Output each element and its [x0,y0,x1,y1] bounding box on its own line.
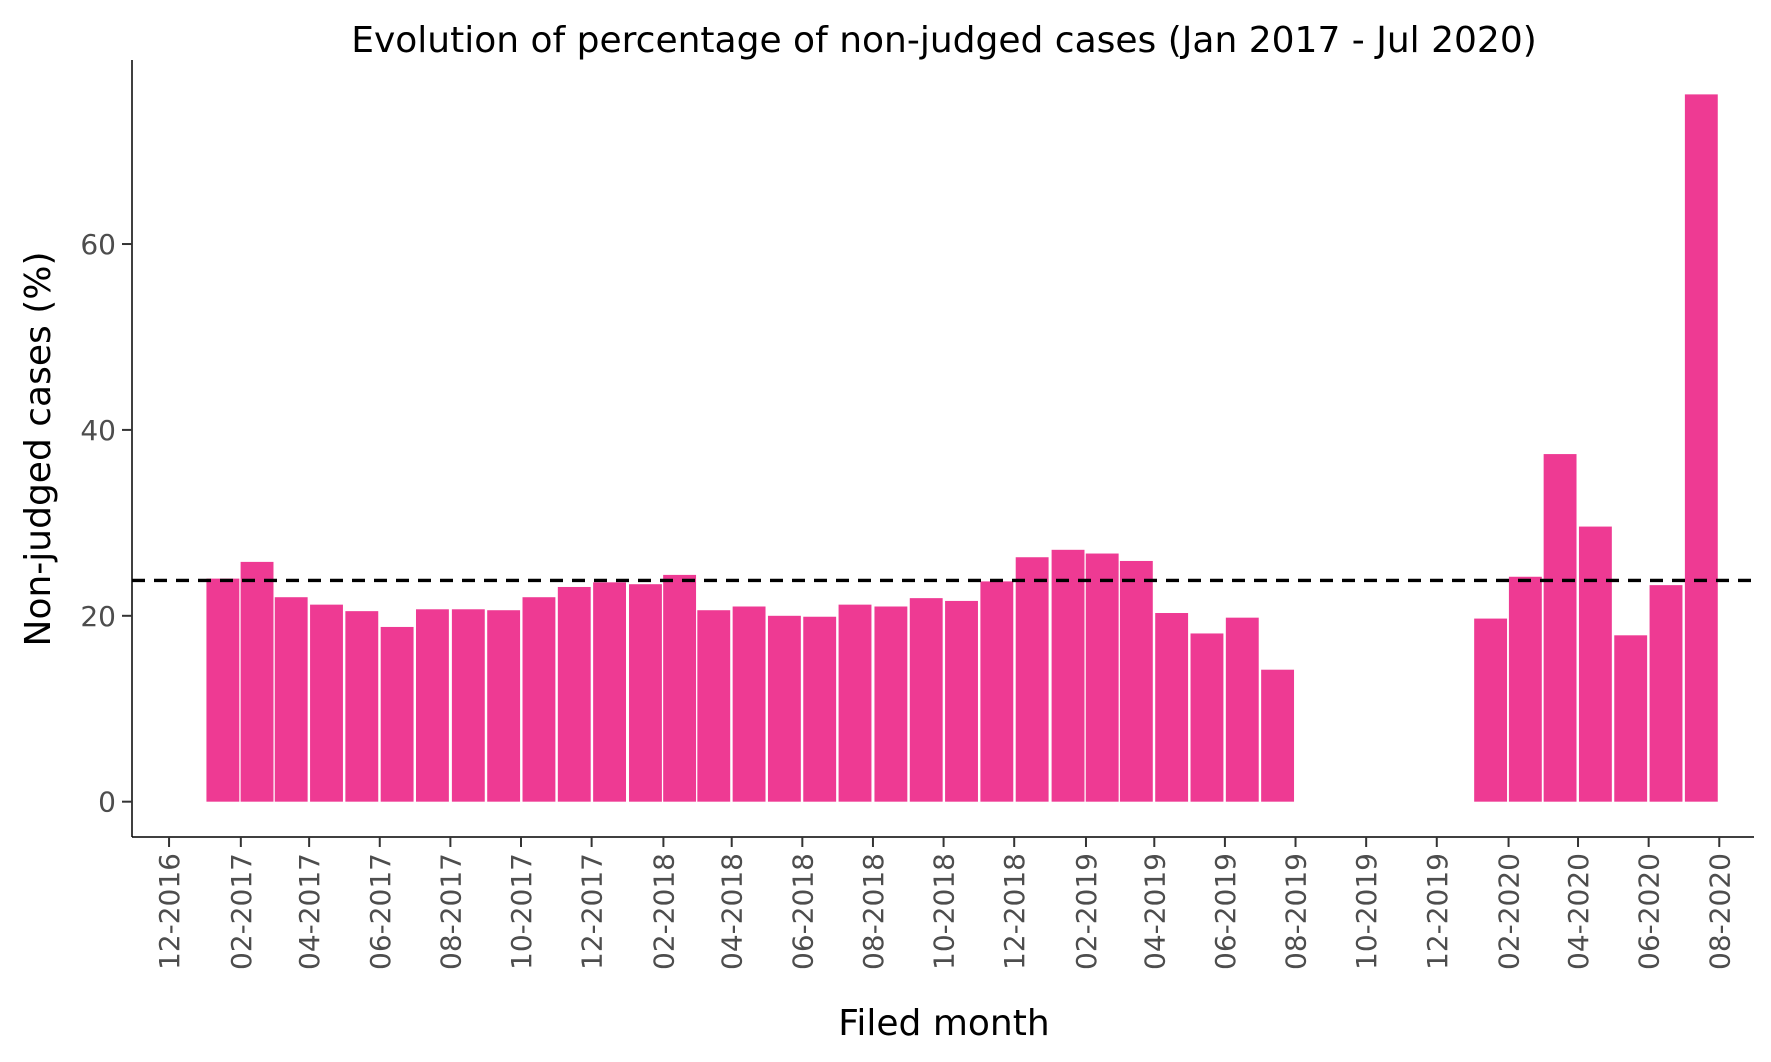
bar-2017-12 [593,582,627,802]
bar-2017-10 [522,597,556,802]
bar-2018-10 [945,600,978,802]
bar-2020-04 [1578,526,1612,802]
x-tick-label: 08-2017 [434,853,467,970]
x-tick-label: 04-2020 [1562,853,1595,970]
bar-2017-03 [274,597,308,802]
bar-2017-06 [380,626,414,802]
y-axis-title: Non-judged cases (%) [18,252,59,647]
bar-2019-04 [1155,613,1189,802]
bar-2017-02 [240,561,274,802]
x-tick-label: 10-2019 [1350,853,1383,970]
bar-2020-02 [1508,576,1542,802]
x-tick-label: 06-2019 [1209,853,1242,970]
bar-2018-12 [1015,557,1049,802]
bar-2018-07 [838,604,872,802]
bar-2019-01 [1051,549,1085,802]
y-tick-label: 40 [80,414,116,447]
bar-2018-04 [732,606,766,802]
bar-2019-07 [1261,669,1295,802]
x-tick-label: 02-2017 [225,853,258,970]
chart-title: Evolution of percentage of non-judged ca… [351,20,1537,61]
x-tick-label: 06-2018 [786,853,819,970]
x-tick-label: 12-2016 [153,853,186,970]
bar-2017-09 [487,610,521,802]
bar-2017-08 [451,609,485,802]
x-tick-label: 02-2019 [1070,853,1103,970]
x-tick-label: 06-2017 [364,853,397,970]
x-tick-label: 04-2017 [293,853,326,970]
x-tick-label: 06-2020 [1633,853,1666,970]
y-tick-label: 0 [98,786,116,819]
x-tick-label: 12-2017 [576,853,609,970]
bar-2020-01 [1474,618,1508,802]
x-axis-title: Filed month [838,1003,1049,1044]
x-tick-label: 10-2018 [928,853,961,970]
bar-2017-04 [310,604,343,802]
bar-2019-03 [1119,560,1153,802]
bar-2019-02 [1085,553,1119,802]
bar-2018-01 [629,584,662,802]
bar-2018-05 [767,615,801,802]
bar-2018-11 [980,581,1014,802]
x-tick-label: 04-2018 [716,853,749,970]
bar-2018-03 [697,610,731,802]
bar-2017-05 [345,611,379,802]
bar-2018-08 [874,606,908,802]
x-axis-ticks: 12-2016 02-2017 04-2017 06-2017 08-2017 10-20… [153,837,1736,970]
y-tick-label: 20 [80,600,116,633]
bar-2017-07 [415,609,449,802]
x-tick-label: 12-2018 [998,853,1031,970]
bar-2020-03 [1543,454,1577,802]
bar-2020-06 [1649,585,1683,802]
bar-2020-07 [1684,94,1718,802]
bar-2018-06 [803,616,837,802]
bar-2019-06 [1225,617,1259,802]
x-tick-label: 02-2018 [647,853,680,970]
bar-2017-11 [557,586,591,802]
x-tick-label: 02-2020 [1493,853,1526,970]
y-tick-label: 60 [80,228,116,261]
x-tick-label: 12-2019 [1421,853,1454,970]
bar-2018-02 [663,574,697,802]
bar-2019-05 [1190,633,1224,802]
x-tick-label: 10-2017 [505,853,538,970]
y-axis-ticks: 0 20 40 60 [80,228,132,819]
x-tick-label: 04-2019 [1138,853,1171,970]
bars-group [206,94,1718,802]
bar-2017-01 [206,578,240,802]
x-tick-label: 08-2018 [857,853,890,970]
bar-2018-09 [909,598,943,802]
bar-2020-05 [1614,635,1648,802]
x-tick-label: 08-2019 [1280,853,1313,970]
x-tick-label: 08-2020 [1703,853,1736,970]
